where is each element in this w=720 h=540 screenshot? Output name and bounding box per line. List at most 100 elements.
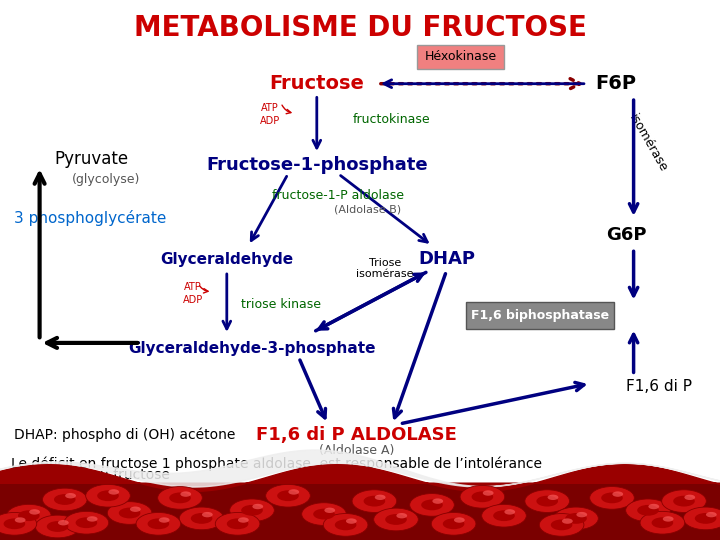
Text: Le déficit en fructose 1 phosphate aldolase  est responsable de l’intolérance: Le déficit en fructose 1 phosphate aldol… [11, 456, 541, 470]
Ellipse shape [525, 490, 570, 512]
Ellipse shape [119, 508, 140, 518]
Ellipse shape [252, 504, 264, 509]
Text: METABOLISME DU FRUCTOSE: METABOLISME DU FRUCTOSE [134, 14, 586, 42]
Ellipse shape [637, 505, 659, 516]
Text: ADP: ADP [183, 295, 203, 305]
Text: F1,6 di P: F1,6 di P [626, 379, 693, 394]
Ellipse shape [432, 498, 443, 504]
Ellipse shape [335, 519, 356, 530]
Ellipse shape [130, 507, 141, 512]
Ellipse shape [565, 513, 587, 524]
Ellipse shape [375, 495, 386, 500]
Text: Fructose-1-phosphate: Fructose-1-phosphate [206, 156, 428, 174]
Ellipse shape [238, 517, 249, 523]
Ellipse shape [626, 499, 670, 522]
Ellipse shape [35, 515, 80, 538]
Ellipse shape [590, 487, 634, 509]
Text: Glyceraldehyde-3-phosphate: Glyceraldehyde-3-phosphate [128, 341, 376, 356]
Ellipse shape [612, 491, 623, 497]
Ellipse shape [302, 503, 346, 525]
Text: Héxokinase: Héxokinase [425, 50, 497, 63]
Text: (Aldolase B): (Aldolase B) [333, 205, 401, 214]
Text: (Aldolase A): (Aldolase A) [319, 444, 394, 457]
Ellipse shape [15, 517, 26, 523]
Ellipse shape [158, 517, 170, 523]
Ellipse shape [215, 512, 260, 535]
Ellipse shape [179, 507, 224, 530]
Ellipse shape [539, 514, 584, 536]
Text: ATP: ATP [184, 282, 202, 292]
Ellipse shape [536, 496, 558, 507]
Text: DHAP: DHAP [418, 250, 475, 268]
Ellipse shape [551, 519, 572, 530]
Ellipse shape [454, 517, 465, 523]
Ellipse shape [683, 507, 720, 530]
Ellipse shape [352, 490, 397, 512]
Ellipse shape [76, 517, 97, 528]
Ellipse shape [364, 496, 385, 507]
Ellipse shape [18, 510, 40, 521]
Ellipse shape [313, 509, 335, 519]
Ellipse shape [180, 491, 192, 497]
Text: (glycolyse): (glycolyse) [72, 173, 140, 186]
Ellipse shape [6, 504, 51, 527]
Text: Fructose: Fructose [269, 74, 364, 93]
Ellipse shape [42, 488, 87, 511]
Ellipse shape [662, 490, 706, 512]
Ellipse shape [460, 485, 505, 508]
Text: ADP: ADP [260, 117, 280, 126]
Ellipse shape [136, 512, 181, 535]
Ellipse shape [58, 520, 69, 525]
Ellipse shape [86, 516, 98, 522]
Text: F1,6 di P ALDOLASE: F1,6 di P ALDOLASE [256, 426, 456, 444]
Ellipse shape [47, 521, 68, 532]
Ellipse shape [107, 502, 152, 524]
Ellipse shape [65, 493, 76, 498]
Ellipse shape [202, 512, 213, 517]
Ellipse shape [562, 518, 573, 524]
Ellipse shape [548, 495, 559, 500]
Ellipse shape [649, 504, 660, 509]
Ellipse shape [4, 518, 25, 529]
Ellipse shape [640, 511, 685, 534]
Text: F6P: F6P [595, 74, 636, 93]
Ellipse shape [241, 505, 263, 516]
Ellipse shape [108, 489, 120, 495]
Text: 3 phosphoglycérate: 3 phosphoglycérate [14, 210, 167, 226]
Ellipse shape [706, 512, 717, 517]
Text: isomérase: isomérase [356, 269, 414, 279]
Text: Pyruvate: Pyruvate [54, 150, 128, 168]
Ellipse shape [324, 508, 335, 513]
Ellipse shape [493, 510, 515, 521]
Ellipse shape [86, 484, 130, 507]
Ellipse shape [472, 491, 493, 502]
Ellipse shape [0, 512, 37, 535]
Ellipse shape [277, 490, 299, 501]
Ellipse shape [227, 518, 248, 529]
Ellipse shape [443, 518, 464, 529]
Ellipse shape [397, 513, 408, 518]
Text: héréditaire au fructose: héréditaire au fructose [11, 468, 170, 482]
Text: fructose-1-P aldolase: fructose-1-P aldolase [272, 189, 405, 202]
Ellipse shape [431, 512, 476, 535]
Ellipse shape [29, 509, 40, 515]
Ellipse shape [97, 490, 119, 501]
FancyBboxPatch shape [418, 45, 504, 69]
Ellipse shape [385, 514, 407, 525]
Ellipse shape [673, 496, 695, 507]
Text: DHAP: phospho di (OH) acétone: DHAP: phospho di (OH) acétone [14, 428, 235, 442]
Ellipse shape [169, 492, 191, 503]
Text: Triose: Triose [369, 258, 401, 268]
Text: Glyceraldehyde: Glyceraldehyde [161, 252, 293, 267]
Ellipse shape [663, 516, 674, 522]
Text: fructokinase: fructokinase [353, 113, 431, 126]
Text: ATP: ATP [261, 103, 279, 113]
Ellipse shape [266, 484, 310, 507]
Ellipse shape [289, 489, 300, 495]
Ellipse shape [421, 500, 443, 510]
Text: F1,6 biphosphatase: F1,6 biphosphatase [471, 309, 609, 322]
Ellipse shape [191, 513, 212, 524]
Ellipse shape [482, 504, 526, 527]
Ellipse shape [374, 508, 418, 531]
Text: isomérase: isomérase [626, 112, 670, 174]
